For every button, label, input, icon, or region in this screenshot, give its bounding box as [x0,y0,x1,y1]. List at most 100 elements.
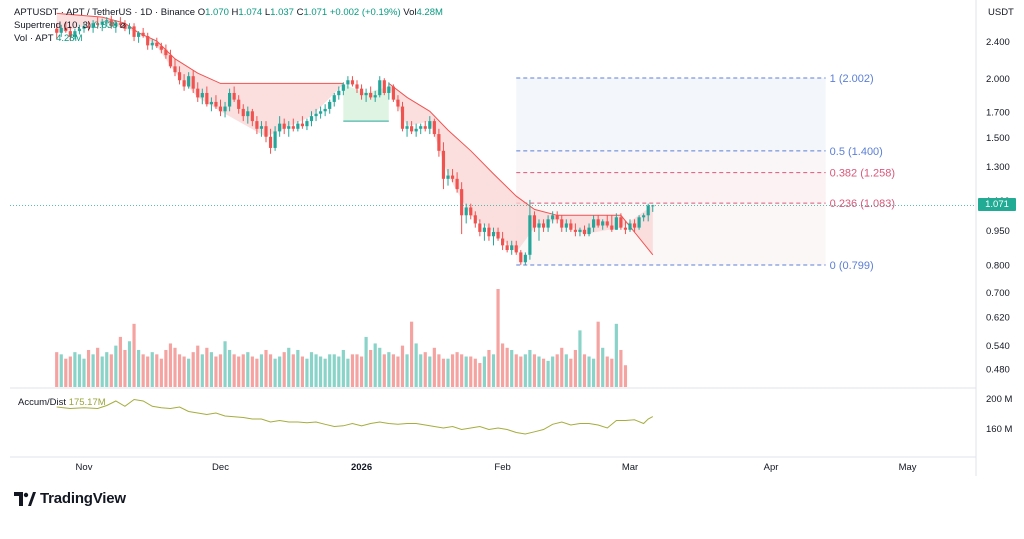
supertrend-fill [343,84,389,122]
volume-bar [146,356,150,387]
candle [173,58,177,77]
candle-body [646,205,650,216]
accum-dist-tick: 160 M [986,424,1012,435]
candle-body [437,134,441,151]
volume-bar [305,358,309,387]
eye-off-icon[interactable]: ⌀ [120,20,126,31]
symbol-name[interactable]: APTUSDT · APT / TetherUS · 1D · Binance [14,7,196,18]
currency-label[interactable]: USDT [988,7,1014,18]
candle [441,142,446,190]
volume-bar [196,345,200,387]
volume-bar [328,354,332,387]
candle-body [173,66,177,73]
volume-bar [141,354,145,387]
candle [105,17,109,27]
volume-bar [191,352,195,387]
candle-body [555,215,559,220]
volume-indicator-label: Vol · APT [14,33,54,44]
candle-body [428,121,432,129]
volume-indicator-value: 4.28M [56,33,83,44]
accum-dist-legend[interactable]: Accum/Dist 175.17M [18,397,106,408]
candle [405,121,409,137]
candle-body [628,223,632,230]
price-tick-label: 1.500 [986,133,1010,144]
price-tick-label: 0.800 [986,261,1010,272]
volume-bar [555,354,559,387]
candle-body [105,20,109,22]
volume-bar [150,352,154,387]
candle-body [314,113,318,117]
candle-body [573,229,577,232]
volume-bar [100,356,104,387]
volume-bar [573,349,577,387]
candle-body [496,231,500,239]
accum-dist-tick: 200 M [986,394,1012,405]
candle-body [218,106,223,112]
candle-body [414,128,418,132]
candle [196,82,200,102]
candle-body [296,123,300,129]
volume-bar [109,354,113,387]
candle-body [55,28,59,33]
candle [278,116,282,137]
candle-body [146,36,150,46]
fib-zone [516,203,826,265]
candle [592,215,596,232]
volume-bar [223,341,227,387]
volume-bar [337,356,341,387]
volume-bar [55,352,59,387]
volume-bar [159,358,163,387]
candle-body [364,92,368,96]
volume-bar [596,321,600,387]
price-tick-label: 0.950 [986,226,1010,237]
candle [255,116,259,135]
candles [10,15,976,265]
volume-bar [355,354,359,387]
high-value: 1.074 [238,7,263,18]
candle [350,76,355,87]
candle-body [560,219,564,228]
legend-volume-row[interactable]: Vol · APT 4.28M [14,33,82,44]
tradingview-logo[interactable]: TradingView [14,490,126,507]
volume-bar [173,347,177,387]
legend-supertrend-row[interactable]: Supertrend (10, 3) 0.838 ⌀ [14,20,126,31]
candle-body [619,217,623,228]
candle [541,219,546,232]
volume-bar [623,365,628,387]
candle-body [382,80,386,93]
volume-bar [582,354,587,387]
accum-dist-line: 200 M 160 M [56,394,1012,435]
candle [523,252,527,265]
volume-bar [282,352,286,387]
candle-body [268,136,273,148]
candle [432,118,436,137]
candle-body [578,229,582,232]
candle [314,108,318,122]
fib-level-label: 0 (0.799) [830,260,874,272]
price-tick-label: 1.300 [986,162,1010,173]
volume-bar [482,356,486,387]
candle [373,90,377,102]
candle [68,26,72,42]
time-tick-label: Mar [622,462,638,473]
candle [546,215,550,232]
candle [614,213,618,230]
candle [127,23,132,35]
candle-body [319,111,323,114]
candle [419,123,423,135]
volume-bar [246,352,250,387]
candle-body [196,88,200,98]
candle [64,21,68,33]
candle-body [514,245,518,253]
candle-body [109,20,113,27]
candle [73,28,77,40]
candle-body [241,108,245,117]
candle [200,88,204,105]
candle [355,80,359,93]
fib-zone [516,172,826,204]
candle-body [228,92,232,107]
volume-bar [551,356,555,387]
volume-bar [523,354,527,387]
volume-bar [200,354,204,387]
candle-body [614,217,618,230]
